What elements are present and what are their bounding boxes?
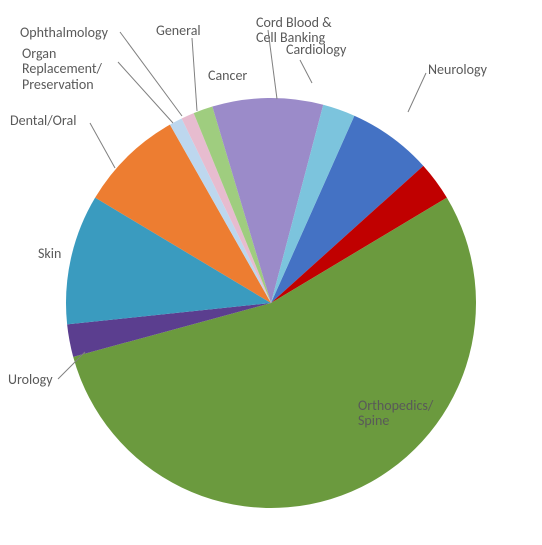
leader-line	[408, 73, 426, 112]
slice-label: Ophthalmology	[20, 25, 108, 40]
slice-label: Dental/Oral	[10, 113, 76, 128]
leader-line	[192, 38, 197, 111]
slice-label: Urology	[8, 372, 53, 387]
leader-line	[300, 60, 312, 83]
slice-label: Cord Blood &Cell Banking	[256, 15, 332, 46]
pie-chart: CardiologyNeurologyOrthopedics/SpineUrol…	[0, 0, 542, 545]
leader-line	[90, 123, 115, 168]
slice-label: Orthopedics/Spine	[358, 398, 433, 429]
slice-label: General	[156, 23, 201, 38]
slice-label: Skin	[38, 246, 61, 261]
slice-label: Cancer	[208, 68, 247, 83]
slice-label: Neurology	[428, 62, 487, 77]
slice-label: OrganReplacement/Preservation	[22, 46, 102, 92]
